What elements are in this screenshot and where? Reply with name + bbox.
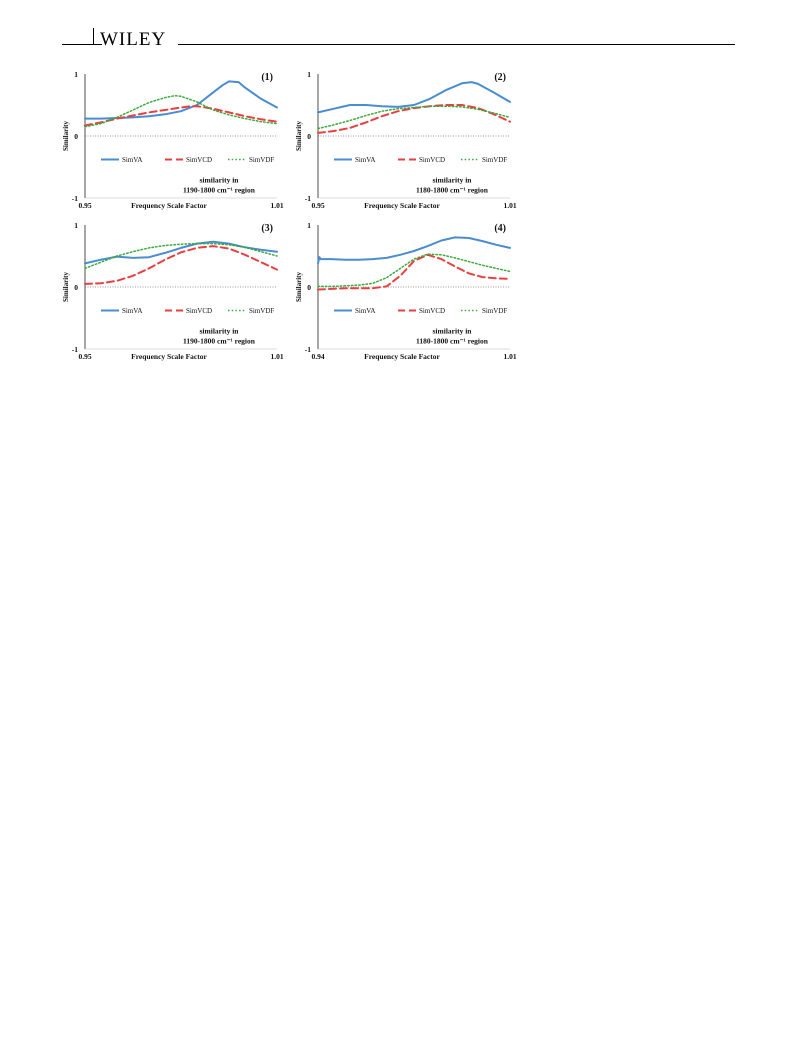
- annotation-line-2: 1180-1800 cm⁻¹ region: [416, 337, 489, 346]
- x-tick-label: 1.01: [270, 352, 283, 361]
- legend-label-simvcd: SimVCD: [186, 156, 212, 164]
- annotation-line-2: 1180-1800 cm⁻¹ region: [416, 186, 489, 195]
- x-tick-label: 1.01: [503, 201, 516, 210]
- x-tick-label: 1.01: [503, 352, 516, 361]
- legend-label-simvcd: SimVCD: [419, 156, 445, 164]
- series-line-simvcd: [84, 105, 278, 127]
- annotation-line-2: 1190-1800 cm⁻¹ region: [183, 186, 256, 195]
- legend-label-simvcd: SimVCD: [419, 307, 445, 315]
- series-line-simva: [84, 80, 278, 120]
- y-tick-label: 1: [307, 70, 311, 79]
- panel-label: (4): [494, 223, 506, 234]
- annotation-line-2: 1190-1800 cm⁻¹ region: [183, 337, 256, 346]
- legend-label-simva: SimVA: [122, 156, 143, 164]
- legend-label-simva: SimVA: [355, 307, 376, 315]
- header-rule-tick: [93, 28, 94, 44]
- y-tick-label: 1: [307, 221, 311, 230]
- y-tick-label: 0: [74, 283, 78, 292]
- y-axis-label: Similarity: [295, 121, 303, 151]
- wiley-logo: WILEY: [100, 29, 167, 50]
- x-axis-label: Frequency Scale Factor: [131, 201, 207, 210]
- x-tick-label: 0.95: [78, 352, 91, 361]
- legend-label-simva: SimVA: [122, 307, 143, 315]
- x-tick-label: 0.94: [311, 352, 324, 361]
- series-line-simvcd: [84, 245, 278, 285]
- x-tick-label: 1.01: [270, 201, 283, 210]
- annotation-line-1: similarity in: [200, 327, 240, 336]
- chart-panel-1: 1 0 -1 0.95 1.01 Frequency Scale Factor Simila…: [55, 64, 287, 215]
- chart-svg: 1 0 -10.95 1.01 Frequency Scale Factor Simila…: [295, 70, 517, 210]
- series-line-simvdf: [317, 253, 511, 288]
- annotation-line-1: similarity in: [200, 176, 240, 185]
- header-rule-left: [62, 44, 102, 45]
- chart-panel-2: 1 0 -1 0.95 1.01 Frequency Scale Factor Simila…: [288, 64, 520, 215]
- series-line-simvcd: [317, 104, 511, 134]
- y-axis-label: Similarity: [295, 272, 303, 302]
- annotation-line-1: similarity in: [433, 176, 473, 185]
- series-line-simva: [317, 236, 511, 265]
- x-tick-label: 0.95: [78, 201, 91, 210]
- y-tick-label: -1: [72, 345, 78, 354]
- y-tick-label: -1: [72, 194, 78, 203]
- y-tick-label: -1: [305, 194, 311, 203]
- legend-label-simva: SimVA: [355, 156, 376, 164]
- series-line-simva: [317, 81, 511, 114]
- y-tick-label: 1: [74, 221, 78, 230]
- page-header: WILEY: [0, 0, 793, 60]
- panel-label: (1): [261, 72, 273, 83]
- header-rule-right: [178, 44, 735, 45]
- x-tick-label: 0.95: [311, 201, 324, 210]
- y-tick-label: 0: [307, 132, 311, 141]
- y-tick-label: 0: [307, 283, 311, 292]
- series-line-simvdf: [84, 94, 278, 128]
- annotation-line-1: similarity in: [433, 327, 473, 336]
- legend-label-simvcd: SimVCD: [186, 307, 212, 315]
- chart-panel-3: 1 0 -1 0.95 1.01 Frequency Scale Factor Simila…: [55, 215, 287, 366]
- chart-svg: 1 0 -10.95 1.01 Frequency Scale Factor Simila…: [62, 221, 284, 361]
- legend-label-simvdf: SimVDF: [482, 307, 507, 315]
- y-axis-label: Similarity: [62, 121, 70, 151]
- y-tick-label: -1: [305, 345, 311, 354]
- chart-panel-4: 1 0 -1 0.94 1.01 Frequency Scale Factor Simila…: [288, 215, 520, 366]
- panel-label: (3): [261, 223, 273, 234]
- legend-label-simvdf: SimVDF: [249, 307, 274, 315]
- chart-svg: 1 0 -10.94 1.01 Frequency Scale Factor Simila…: [295, 221, 517, 361]
- x-axis-label: Frequency Scale Factor: [364, 201, 440, 210]
- series-line-simvdf: [84, 242, 278, 270]
- y-tick-label: 0: [74, 132, 78, 141]
- chart-svg: 1 0 -10.95 1.01 Frequency Scale Factor Simila…: [62, 70, 284, 210]
- series-line-simvcd: [317, 253, 511, 291]
- x-axis-label: Frequency Scale Factor: [131, 352, 207, 361]
- legend-label-simvdf: SimVDF: [482, 156, 507, 164]
- legend-label-simvdf: SimVDF: [249, 156, 274, 164]
- y-tick-label: 1: [74, 70, 78, 79]
- series-line-simvdf: [317, 105, 511, 130]
- x-axis-label: Frequency Scale Factor: [364, 352, 440, 361]
- y-axis-label: Similarity: [62, 272, 70, 302]
- panel-label: (2): [494, 72, 506, 83]
